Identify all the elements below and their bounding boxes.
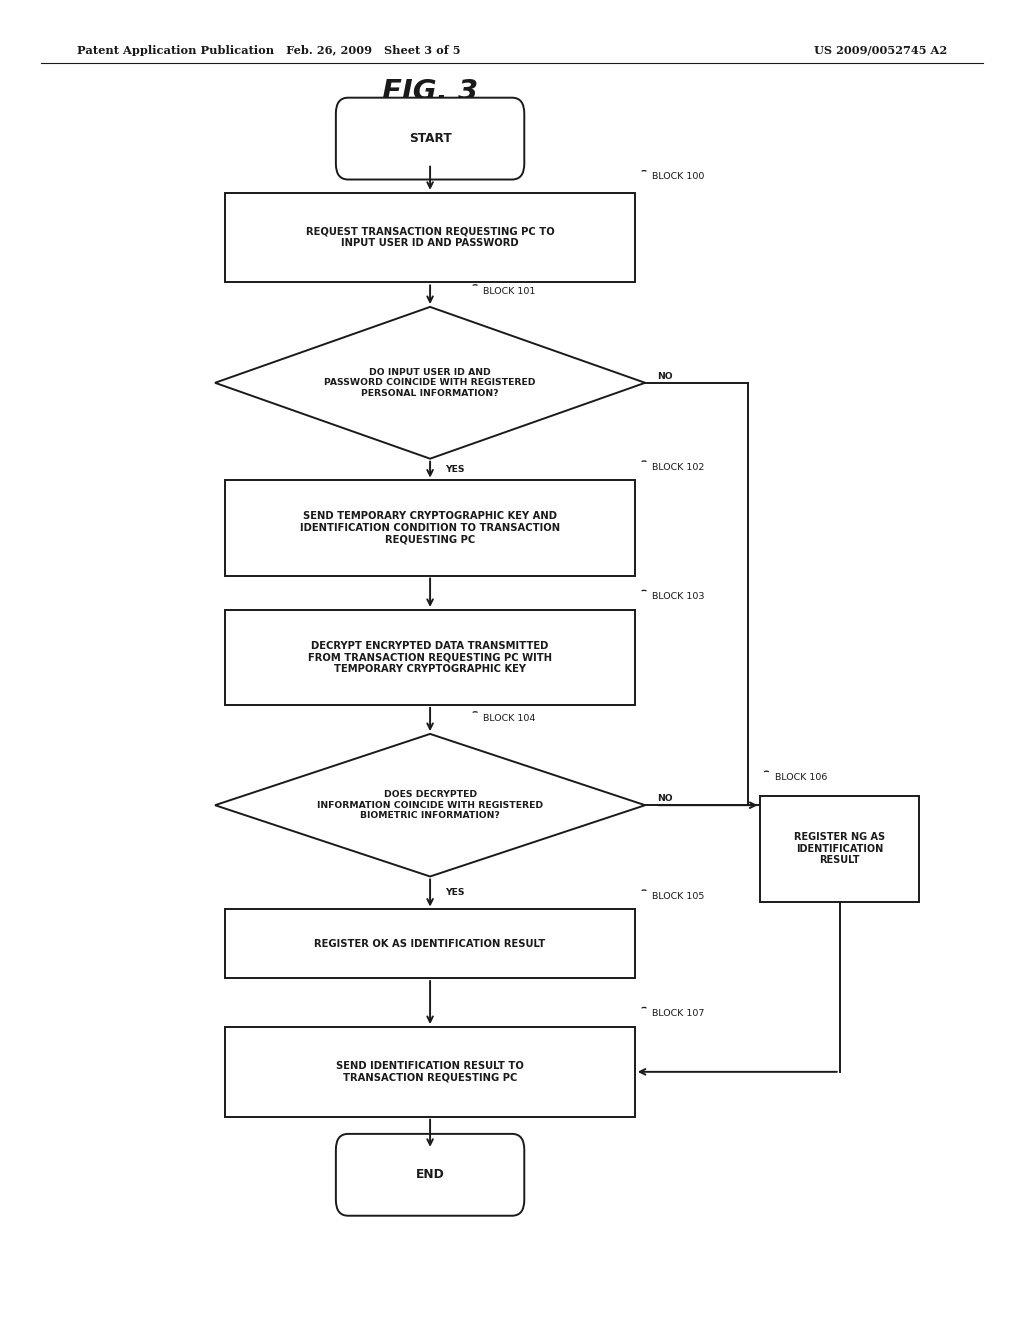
Text: BLOCK 101: BLOCK 101	[483, 286, 536, 296]
Text: REGISTER OK AS IDENTIFICATION RESULT: REGISTER OK AS IDENTIFICATION RESULT	[314, 939, 546, 949]
Text: Patent Application Publication   Feb. 26, 2009   Sheet 3 of 5: Patent Application Publication Feb. 26, …	[77, 45, 461, 55]
Bar	[760, 796, 920, 902]
Text: BLOCK 105: BLOCK 105	[652, 892, 705, 900]
Text: SEND IDENTIFICATION RESULT TO
TRANSACTION REQUESTING PC: SEND IDENTIFICATION RESULT TO TRANSACTIO…	[336, 1061, 524, 1082]
Text: YES: YES	[445, 888, 465, 898]
Text: FIG. 3: FIG. 3	[382, 78, 478, 107]
Text: DECRYPT ENCRYPTED DATA TRANSMITTED
FROM TRANSACTION REQUESTING PC WITH
TEMPORARY: DECRYPT ENCRYPTED DATA TRANSMITTED FROM …	[308, 640, 552, 675]
Text: REQUEST TRANSACTION REQUESTING PC TO
INPUT USER ID AND PASSWORD: REQUEST TRANSACTION REQUESTING PC TO INP…	[306, 227, 554, 248]
Text: START: START	[409, 132, 452, 145]
Text: BLOCK 106: BLOCK 106	[774, 774, 827, 781]
Text: END: END	[416, 1168, 444, 1181]
Text: SEND TEMPORARY CRYPTOGRAPHIC KEY AND
IDENTIFICATION CONDITION TO TRANSACTION
REQ: SEND TEMPORARY CRYPTOGRAPHIC KEY AND IDE…	[300, 511, 560, 545]
Text: REGISTER NG AS
IDENTIFICATION
RESULT: REGISTER NG AS IDENTIFICATION RESULT	[795, 832, 885, 866]
Text: DOES DECRYPTED
INFORMATION COINCIDE WITH REGISTERED
BIOMETRIC INFORMATION?: DOES DECRYPTED INFORMATION COINCIDE WITH…	[317, 791, 543, 820]
Text: BLOCK 102: BLOCK 102	[652, 463, 705, 471]
Text: BLOCK 103: BLOCK 103	[652, 593, 705, 601]
Bar	[225, 909, 635, 978]
FancyBboxPatch shape	[336, 98, 524, 180]
Bar	[225, 610, 635, 705]
Text: BLOCK 100: BLOCK 100	[652, 173, 705, 181]
Text: NO: NO	[657, 795, 673, 803]
Bar	[225, 193, 635, 282]
FancyBboxPatch shape	[336, 1134, 524, 1216]
Polygon shape	[215, 734, 645, 876]
Text: DO INPUT USER ID AND
PASSWORD COINCIDE WITH REGISTERED
PERSONAL INFORMATION?: DO INPUT USER ID AND PASSWORD COINCIDE W…	[325, 368, 536, 397]
Text: US 2009/0052745 A2: US 2009/0052745 A2	[814, 45, 947, 55]
Bar	[225, 1027, 635, 1117]
Text: BLOCK 104: BLOCK 104	[483, 714, 536, 722]
Bar	[225, 480, 635, 576]
Text: YES: YES	[445, 465, 465, 474]
Polygon shape	[215, 308, 645, 459]
Text: NO: NO	[657, 372, 673, 380]
Text: BLOCK 107: BLOCK 107	[652, 1010, 705, 1018]
